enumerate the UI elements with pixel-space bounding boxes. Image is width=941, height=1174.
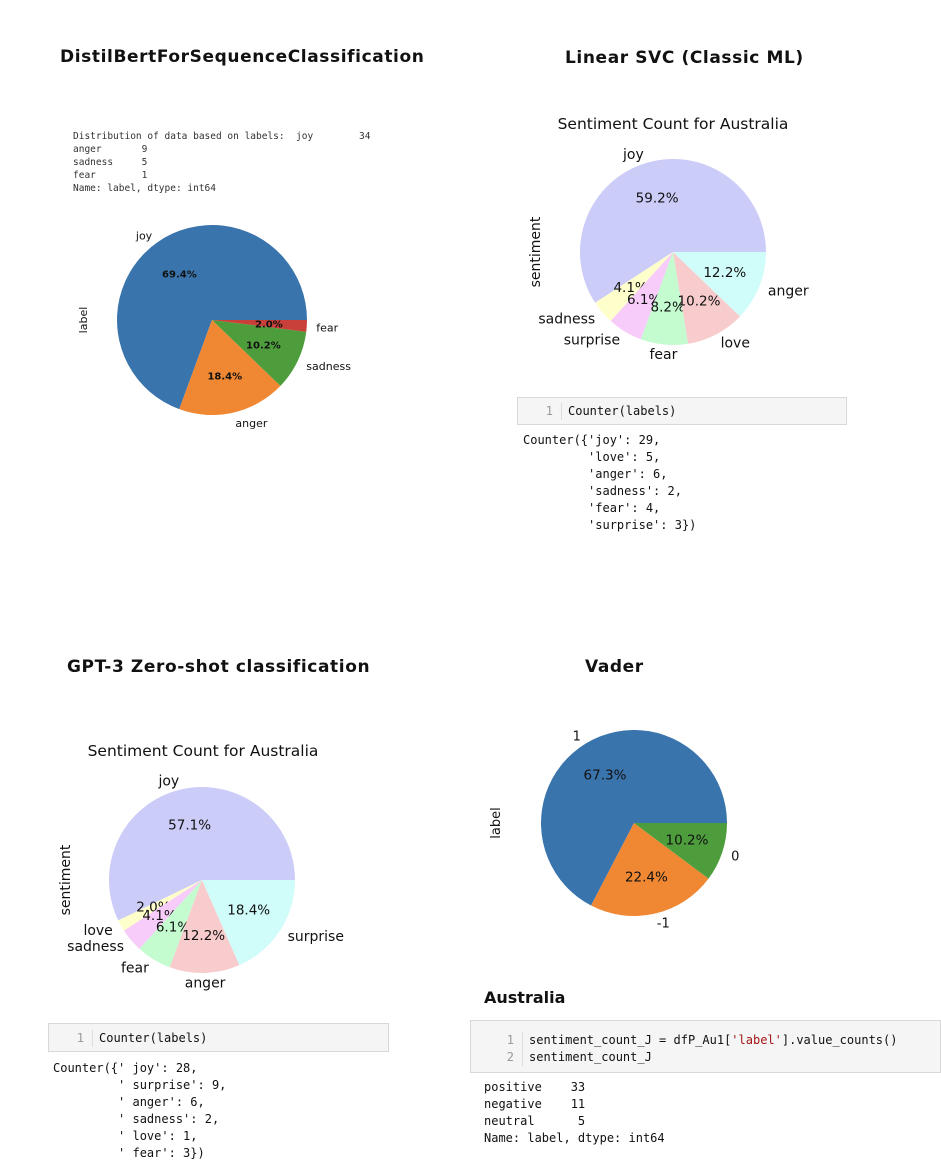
pie-slice-anger <box>169 880 240 973</box>
svc-pie: 59.2% joy 4.1% sadness 6.1% surprise 8.2% fear 1… <box>528 115 809 363</box>
pie-category-label: love <box>721 336 750 352</box>
pie-category-label: joy <box>157 773 179 789</box>
code-line: Counter(labels) <box>99 1031 208 1045</box>
svc-code-cell[interactable]: 1 Counter(labels) <box>517 397 847 425</box>
pie-percent-label: 12.2% <box>182 928 225 944</box>
line-number: 1 <box>479 1032 523 1049</box>
pie-percent-label: 18.4% <box>207 372 242 383</box>
gpt-counter-output: Counter({' joy': 28, ' surprise': 9, ' a… <box>53 1061 227 1160</box>
pie-slice-surprise <box>202 880 295 966</box>
pie-percent-label: 8.2% <box>651 300 685 316</box>
pie-category-label: surprise <box>564 333 620 349</box>
pie-percent-label: 4.1% <box>142 908 176 924</box>
pie-percent-label: 6.1% <box>627 292 661 308</box>
pie-category-label: sadness <box>67 939 124 955</box>
pie-slice-0 <box>634 823 727 879</box>
y-axis-label: label <box>77 307 90 334</box>
line-number: 2 <box>479 1049 523 1066</box>
pie-category-label: anger <box>235 417 267 430</box>
distilbert-heading: DistilBertForSequenceClassification <box>60 47 425 67</box>
pie-category-label: -1 <box>657 917 670 932</box>
linear-svc-heading: Linear SVC (Classic ML) <box>565 48 804 68</box>
pie-slice-surprise <box>610 252 673 340</box>
pie-category-label: anger <box>185 975 226 991</box>
pie-slice-sadness <box>212 320 307 386</box>
pie-slice-joy <box>579 158 766 303</box>
pie-percent-label: 67.3% <box>584 767 627 783</box>
code-line: sentiment_count_J <box>529 1050 652 1064</box>
svc-counter-output: Counter({'joy': 29, 'love': 5, 'anger': … <box>523 433 697 532</box>
y-axis-label: sentiment <box>528 216 544 287</box>
vader-value-counts-output: positive 33 negative 11 neutral 5 Name: … <box>484 1080 665 1145</box>
pie-category-label: sadness <box>538 311 595 327</box>
pie-slice-joy <box>109 786 296 921</box>
pie-slice-sadness <box>123 880 202 949</box>
pie-slice-joy <box>117 224 308 410</box>
pie-percent-label: 10.2% <box>246 341 281 352</box>
pie-slice-anger <box>179 320 281 416</box>
pie-category-label: love <box>83 923 112 939</box>
pie-category-label: joy <box>622 147 644 163</box>
vader-code-cell[interactable]: 1 sentiment_count_J = dfP_Au1['label'].va… <box>470 1020 941 1073</box>
gpt3-heading: GPT-3 Zero-shot classification <box>67 657 371 677</box>
pie-category-label: fear <box>316 322 338 335</box>
pie-percent-label: 57.1% <box>168 818 211 834</box>
pie-slice-love <box>118 880 202 931</box>
pie-percent-label: 10.2% <box>678 293 721 309</box>
line-number: 1 <box>518 403 562 420</box>
y-axis-label: label <box>489 807 504 838</box>
pie-slice-fear <box>139 880 202 968</box>
pie-slice-neg1 <box>591 823 709 916</box>
pie-percent-label: 69.4% <box>162 269 197 280</box>
pie-percent-label: 10.2% <box>666 833 709 849</box>
pie-category-label: fear <box>649 347 677 363</box>
pie-category-label: surprise <box>288 929 344 945</box>
pie-percent-label: 6.1% <box>156 920 190 936</box>
gpt-code-cell[interactable]: 1 Counter(labels) <box>48 1023 389 1052</box>
distilbert-pie: 69.4% joy 18.4% anger 10.2% sadness 2.0% fear la… <box>77 224 351 430</box>
gpt-pie: 57.1% joy 2.0% love 4.1% sadness 6.1% fear 12.2%… <box>58 742 344 991</box>
vader-heading: Vader <box>585 657 644 677</box>
pie-slice-fear <box>640 252 689 345</box>
pie-percent-label: 22.4% <box>625 869 668 885</box>
pie-percent-label: 2.0% <box>255 320 283 331</box>
pie-category-label: sadness <box>306 360 351 373</box>
pie-percent-label: 12.2% <box>703 265 746 281</box>
pie-percent-label: 2.0% <box>136 899 170 915</box>
pie-slice-anger <box>673 252 766 317</box>
pie-category-label: 0 <box>731 849 739 864</box>
pie-category-label: 1 <box>573 730 581 745</box>
pie-category-label: anger <box>768 283 809 299</box>
pie-slice-1 <box>541 730 727 906</box>
chart-title: Sentiment Count for Australia <box>88 742 319 760</box>
distilbert-output: Distribution of data based on labels: jo… <box>73 131 371 194</box>
pie-category-label: joy <box>135 229 153 242</box>
pie-category-label: fear <box>121 960 149 976</box>
pie-percent-label: 4.1% <box>613 280 647 296</box>
line-number: 1 <box>49 1030 93 1047</box>
pie-slice-love <box>673 252 740 344</box>
pie-percent-label: 18.4% <box>227 903 270 919</box>
code-line: sentiment_count_J = dfP_Au1['label'].val… <box>529 1033 898 1047</box>
pie-percent-label: 59.2% <box>636 191 679 207</box>
australia-heading: Australia <box>484 988 566 1007</box>
vader-pie: 67.3% 1 22.4% -1 10.2% 0 label <box>489 730 739 932</box>
pie-slice-sadness <box>595 252 673 321</box>
chart-title: Sentiment Count for Australia <box>558 115 789 133</box>
code-line: Counter(labels) <box>568 404 677 418</box>
y-axis-label: sentiment <box>58 844 74 915</box>
pie-slice-fear <box>212 320 307 332</box>
